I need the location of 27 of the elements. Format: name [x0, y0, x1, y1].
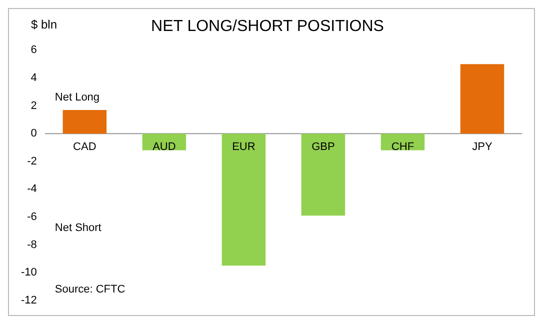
x-tick-label: GBP: [312, 141, 335, 154]
annotation: Source: CFTC: [54, 283, 126, 296]
y-tick-label: -8: [27, 238, 37, 251]
y-tick-label: 0: [30, 128, 37, 140]
chart-title: NET LONG/SHORT POSITIONS: [151, 18, 384, 36]
x-tick-label: JPY: [472, 141, 493, 154]
bar: [460, 64, 504, 134]
x-tick-label: EUR: [232, 141, 256, 154]
y-tick-label: -6: [27, 211, 37, 224]
annotation: Net Long: [54, 91, 100, 104]
y-tick-label: 4: [30, 72, 37, 84]
y-tick-label: 6: [30, 44, 37, 56]
y-tick-label: -12: [20, 294, 37, 306]
bar: [380, 134, 425, 150]
x-tick-label: AUD: [152, 141, 176, 154]
y-axis-title: $ bln: [31, 17, 58, 32]
annotation: Net Short: [54, 222, 102, 234]
bar: [62, 110, 107, 134]
y-tick-label: -4: [27, 183, 37, 196]
bar: [301, 134, 346, 216]
x-tick-label: CAD: [73, 141, 96, 154]
x-tick-label: CHF: [391, 141, 414, 154]
y-tick-label: 2: [30, 100, 37, 112]
y-tick-label: -10: [20, 266, 37, 279]
bar: [222, 134, 266, 266]
y-tick-label: -2: [27, 155, 37, 168]
bar: [142, 134, 186, 150]
